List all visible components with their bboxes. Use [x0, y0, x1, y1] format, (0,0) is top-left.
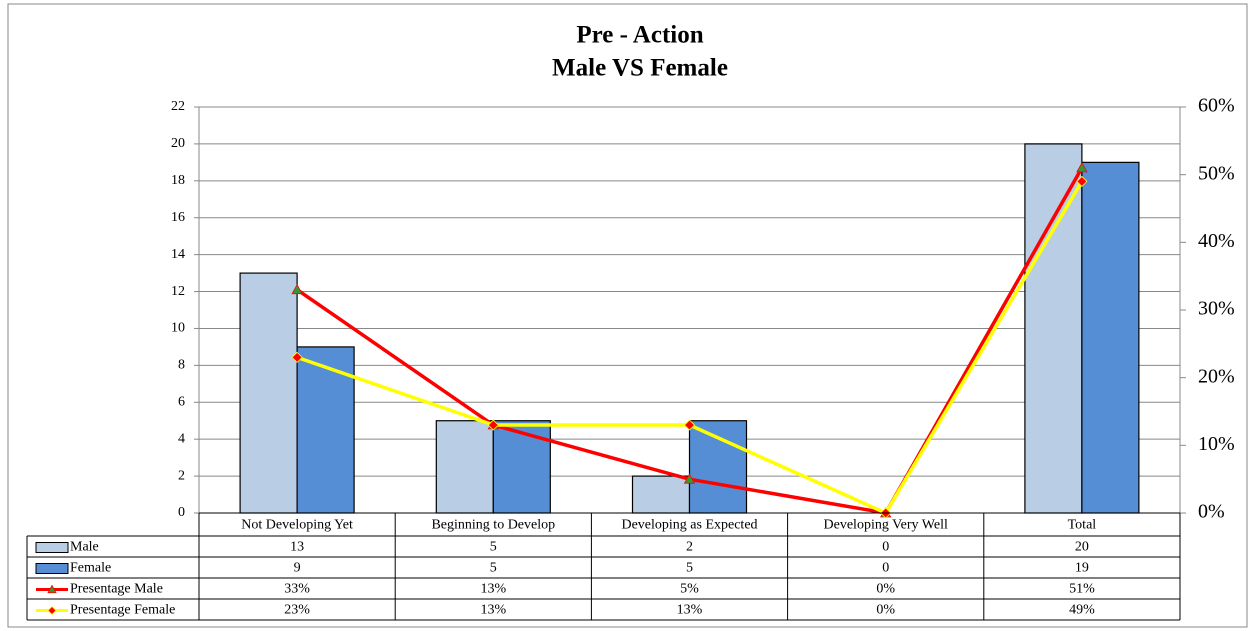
table-value: 0%	[876, 582, 895, 597]
y-tick-label: 12	[171, 284, 185, 299]
table-value: 5	[686, 561, 693, 576]
table-value: 19	[1075, 561, 1089, 576]
y2-tick-label: 30%	[1198, 298, 1235, 320]
table-value: 0	[882, 540, 889, 555]
chart-subtitle: Male VS Female	[552, 55, 728, 82]
y-tick-label: 0	[178, 505, 185, 520]
bar	[239, 272, 298, 514]
table-value: 23%	[284, 603, 310, 618]
table-value: 13%	[677, 603, 703, 618]
y-tick-label: 6	[178, 394, 185, 409]
table-value: 13%	[480, 582, 506, 597]
y-tick-label: 16	[171, 210, 185, 225]
legend-key	[35, 563, 69, 574]
marker	[291, 351, 303, 363]
y-tick-label: 18	[171, 173, 185, 188]
legend-key	[35, 542, 69, 553]
chart-title: Pre - Action	[576, 22, 703, 49]
legend-marker	[47, 584, 57, 594]
table-value: 5	[490, 540, 497, 555]
bar	[296, 346, 355, 514]
marker	[1076, 162, 1088, 173]
x-tick-label: Total	[1068, 518, 1097, 533]
y-tick-label: 4	[178, 431, 185, 446]
table-value: 9	[294, 561, 301, 576]
chart-frame	[7, 3, 1248, 628]
y2-tick-label: 40%	[1198, 230, 1235, 252]
table-value: 13	[290, 540, 304, 555]
table-value: 0	[882, 561, 889, 576]
bar	[435, 420, 494, 514]
table-value: 0%	[876, 603, 895, 618]
table-value: 20	[1075, 540, 1089, 555]
x-tick-label: Developing as Expected	[621, 518, 757, 533]
y-tick-label: 2	[178, 468, 185, 483]
marker	[683, 419, 696, 431]
y2-tick-label: 10%	[1198, 433, 1235, 455]
table-value: 51%	[1069, 582, 1095, 597]
x-tick-label: Developing Very Well	[824, 518, 948, 533]
legend-label: Male	[70, 540, 99, 555]
y-tick-label: 8	[178, 358, 185, 373]
x-tick-label: Not Developing Yet	[241, 518, 353, 533]
legend-label: Presentage Female	[70, 603, 175, 618]
y2-tick-label: 0%	[1198, 501, 1225, 523]
table-value: 33%	[284, 582, 310, 597]
legend-marker	[47, 605, 57, 616]
table-value: 5%	[680, 582, 699, 597]
bar	[688, 420, 748, 514]
bar	[1081, 161, 1140, 514]
y2-tick-label: 60%	[1198, 95, 1235, 117]
marker	[291, 283, 303, 295]
table-value: 5	[490, 561, 497, 576]
legend-label: Presentage Male	[70, 582, 163, 597]
y-tick-label: 20	[171, 136, 185, 151]
marker	[683, 473, 696, 484]
y-tick-label: 10	[171, 321, 185, 336]
y-tick-label: 22	[171, 99, 185, 114]
y2-tick-label: 20%	[1198, 365, 1235, 387]
y2-tick-label: 50%	[1198, 162, 1235, 184]
bar	[631, 475, 691, 514]
legend-label: Female	[70, 561, 111, 576]
table-value: 49%	[1069, 603, 1095, 618]
marker	[1076, 175, 1088, 187]
marker	[487, 419, 499, 431]
bar	[492, 420, 551, 514]
table-value: 13%	[480, 603, 506, 618]
y-tick-label: 14	[171, 247, 185, 262]
x-tick-label: Beginning to Develop	[431, 518, 555, 533]
table-value: 2	[686, 540, 693, 555]
